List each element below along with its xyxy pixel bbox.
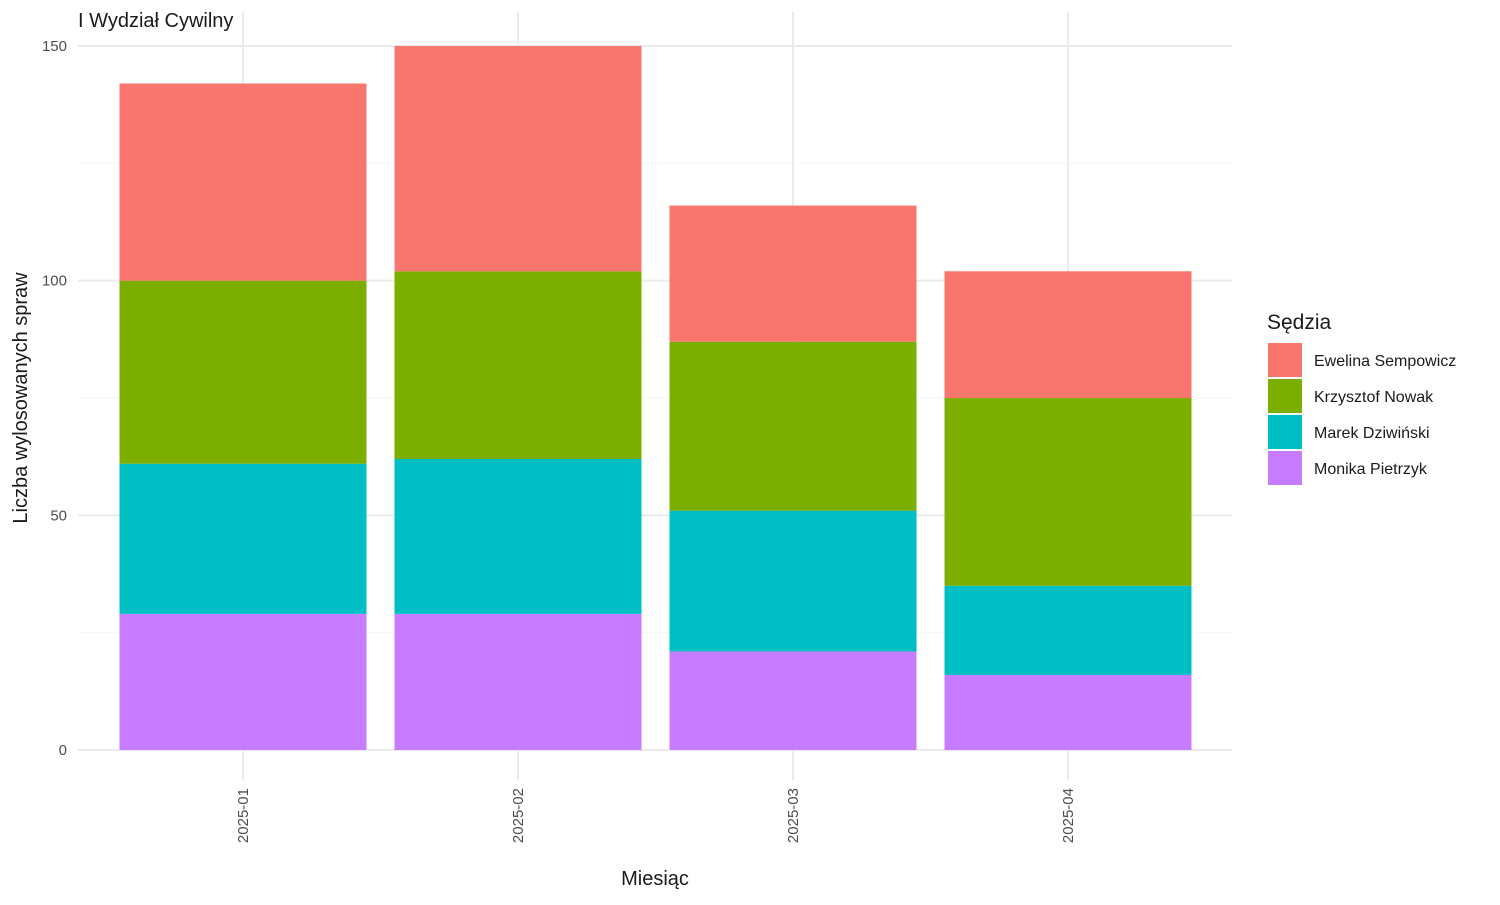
x-tick-label: 2025-03 [785,788,802,843]
y-tick-label: 150 [42,38,67,55]
legend-key [1268,451,1302,485]
bar-segment [944,674,1192,750]
bar-segment [119,280,367,464]
bar-segment [119,83,367,281]
legend-label: Marek Dziwiński [1314,425,1430,442]
y-tick-label: 0 [59,742,67,759]
y-tick-label: 100 [42,273,67,290]
x-axis-title: Miesiąc [621,868,689,890]
bar-segment [944,271,1192,398]
bar-segment [119,613,367,750]
legend-title: Sędzia [1267,311,1332,334]
legend: Sędzia Ewelina Sempowicz Krzysztof Nowak M… [1267,311,1456,485]
x-axis: 2025-01 2025-02 2025-03 2025-04 [235,788,1077,843]
legend-label: Monika Pietrzyk [1314,461,1428,478]
x-tick-label: 2025-04 [1060,788,1077,843]
bar-segment [944,585,1192,675]
legend-key [1268,343,1302,377]
bar-segment [669,651,917,750]
legend-label: Krzysztof Nowak [1314,389,1434,406]
bar-segment [669,205,917,342]
x-tick-label: 2025-01 [235,788,252,843]
bar-segment [394,271,642,460]
bar-segment [944,398,1192,586]
bar-segment [669,510,917,652]
y-tick-label: 50 [50,507,67,524]
bar-segment [394,46,642,272]
facet-title: I Wydział Cywilny [78,10,233,32]
x-tick-label: 2025-02 [510,788,527,843]
bar-segment [119,463,367,614]
y-axis: 0 50 100 150 [42,38,67,759]
y-axis-title: Liczba wylosowanych spraw [10,272,32,524]
bar-segment [394,613,642,750]
legend-key [1268,379,1302,413]
bar-segment [669,341,917,511]
legend-key [1268,415,1302,449]
legend-label: Ewelina Sempowicz [1314,353,1456,370]
bar-segment [394,459,642,614]
bars [119,46,1192,750]
